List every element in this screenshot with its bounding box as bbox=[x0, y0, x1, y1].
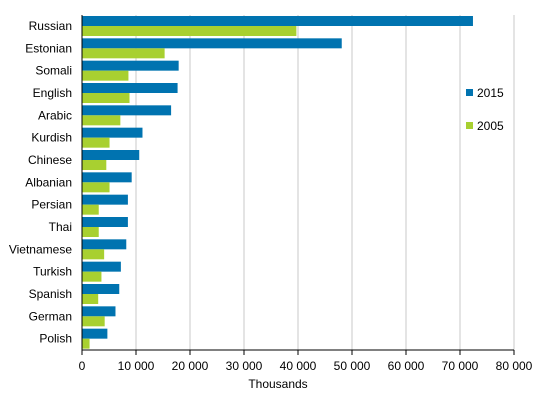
bar-arabic-2005 bbox=[82, 115, 121, 126]
x-tick-label: 50 000 bbox=[334, 359, 371, 373]
bar-kurdish-2015 bbox=[82, 127, 143, 138]
x-tick-label: 30 000 bbox=[226, 359, 263, 373]
legend-swatch-2005 bbox=[466, 122, 473, 129]
x-tick-label: 0 bbox=[79, 359, 86, 373]
bar-persian-2005 bbox=[82, 204, 99, 215]
category-label: Somali bbox=[35, 64, 72, 78]
category-label: Estonian bbox=[25, 41, 72, 55]
bar-persian-2015 bbox=[82, 194, 128, 205]
bar-chinese-2015 bbox=[82, 150, 140, 160]
x-tick-label: 60 000 bbox=[388, 359, 425, 373]
bar-kurdish-2005 bbox=[82, 137, 110, 148]
bar-estonian-2015 bbox=[82, 38, 342, 49]
bar-english-2005 bbox=[82, 93, 130, 103]
category-label: German bbox=[29, 309, 72, 323]
category-label: Albanian bbox=[25, 175, 72, 189]
bar-estonian-2005 bbox=[82, 48, 165, 59]
bar-chinese-2005 bbox=[82, 160, 107, 170]
legend-label-2005: 2005 bbox=[477, 119, 504, 133]
bar-somali-2015 bbox=[82, 60, 179, 71]
legend-swatch-2015 bbox=[466, 89, 473, 96]
bar-russian-2015 bbox=[82, 16, 473, 26]
bar-german-2005 bbox=[82, 316, 105, 327]
x-tick-label: 40 000 bbox=[280, 359, 317, 373]
category-label: English bbox=[33, 86, 72, 100]
category-label: Arabic bbox=[38, 108, 72, 122]
category-label: Kurdish bbox=[31, 131, 72, 145]
category-label: Polish bbox=[39, 332, 72, 346]
bar-vietnamese-2015 bbox=[82, 239, 127, 250]
bars bbox=[82, 16, 473, 349]
bar-spanish-2005 bbox=[82, 294, 99, 304]
category-label: Spanish bbox=[29, 287, 72, 301]
category-label: Turkish bbox=[33, 265, 72, 279]
x-tick-label: 10 000 bbox=[118, 359, 155, 373]
x-tick-label: 20 000 bbox=[172, 359, 209, 373]
bar-russian-2005 bbox=[82, 26, 297, 36]
bar-german-2015 bbox=[82, 306, 116, 317]
category-label: Persian bbox=[31, 198, 72, 212]
bar-vietnamese-2005 bbox=[82, 249, 105, 260]
legend: 2015 2005 bbox=[466, 86, 504, 133]
bar-polish-2005 bbox=[82, 338, 90, 349]
category-label: Russian bbox=[29, 19, 72, 33]
x-axis-title: Thousands bbox=[248, 377, 307, 391]
axes bbox=[81, 15, 515, 355]
bar-english-2015 bbox=[82, 83, 178, 93]
bar-albanian-2005 bbox=[82, 182, 110, 193]
legend-label-2015: 2015 bbox=[477, 86, 504, 100]
x-tick-labels: 0 10 000 20 000 30 000 40 000 50 000 60 000 70 … bbox=[79, 359, 533, 373]
category-label: Chinese bbox=[28, 153, 72, 167]
bar-spanish-2015 bbox=[82, 284, 120, 294]
category-label: Vietnamese bbox=[9, 242, 72, 256]
bar-albanian-2015 bbox=[82, 172, 132, 183]
x-tick-label: 80 000 bbox=[496, 359, 533, 373]
bar-arabic-2015 bbox=[82, 105, 172, 116]
bar-thai-2005 bbox=[82, 227, 99, 237]
category-label: Thai bbox=[49, 220, 72, 234]
bar-polish-2015 bbox=[82, 328, 108, 339]
bar-turkish-2015 bbox=[82, 261, 121, 272]
bar-somali-2005 bbox=[82, 70, 129, 81]
bar-turkish-2005 bbox=[82, 271, 102, 282]
x-tick-label: 70 000 bbox=[442, 359, 479, 373]
bar-thai-2015 bbox=[82, 217, 128, 227]
category-labels: Russian Estonian Somali English Arabic Kurdis… bbox=[9, 19, 72, 346]
gridlines bbox=[135, 15, 515, 350]
